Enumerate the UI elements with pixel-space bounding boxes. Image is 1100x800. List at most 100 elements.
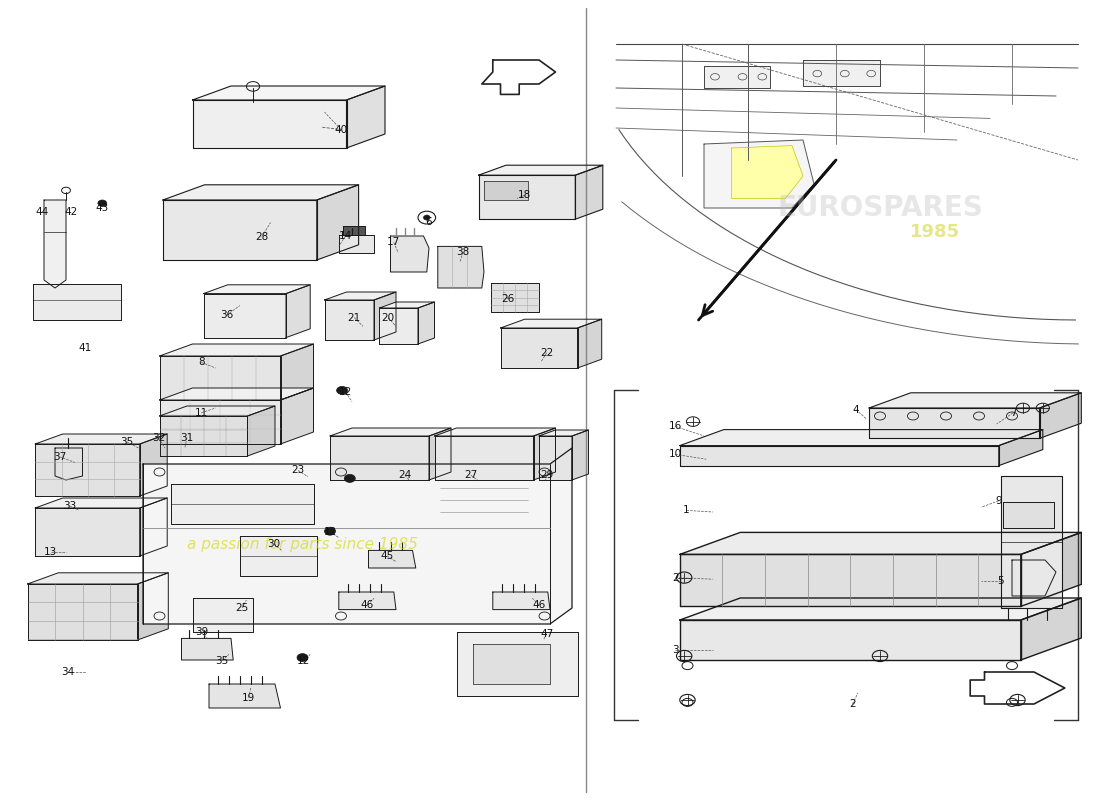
- Text: 45: 45: [381, 551, 394, 561]
- Polygon shape: [35, 444, 140, 496]
- Polygon shape: [732, 146, 803, 198]
- Text: a passion for parts since 1985: a passion for parts since 1985: [187, 537, 418, 551]
- Text: 17: 17: [387, 238, 400, 247]
- Polygon shape: [539, 430, 588, 436]
- Circle shape: [324, 527, 336, 535]
- Polygon shape: [138, 573, 168, 640]
- Polygon shape: [192, 86, 385, 100]
- Text: 21: 21: [348, 313, 361, 322]
- Text: 44: 44: [35, 207, 48, 217]
- Polygon shape: [680, 446, 999, 466]
- Text: 10: 10: [669, 450, 682, 459]
- Polygon shape: [35, 434, 167, 444]
- Polygon shape: [163, 200, 317, 260]
- Text: 30: 30: [267, 539, 280, 549]
- Polygon shape: [324, 300, 374, 340]
- Polygon shape: [680, 533, 1081, 554]
- Polygon shape: [280, 388, 314, 444]
- Polygon shape: [534, 428, 556, 480]
- Text: 46: 46: [532, 600, 546, 610]
- Text: 27: 27: [464, 470, 477, 480]
- Polygon shape: [209, 684, 280, 708]
- Text: 41: 41: [78, 343, 91, 353]
- Polygon shape: [317, 185, 359, 260]
- Text: 13: 13: [44, 547, 57, 557]
- Polygon shape: [143, 448, 572, 624]
- Polygon shape: [160, 344, 314, 356]
- Text: 1985: 1985: [910, 223, 960, 241]
- Text: EUROSPARES: EUROSPARES: [777, 194, 983, 222]
- Polygon shape: [491, 283, 539, 312]
- Polygon shape: [578, 319, 602, 368]
- Text: 39: 39: [195, 627, 208, 637]
- Text: 4: 4: [852, 405, 859, 414]
- Text: 37: 37: [53, 452, 66, 462]
- Polygon shape: [280, 344, 314, 400]
- Polygon shape: [140, 434, 167, 496]
- Polygon shape: [869, 393, 1081, 408]
- Polygon shape: [500, 328, 578, 368]
- Polygon shape: [680, 598, 1081, 620]
- Polygon shape: [500, 319, 602, 328]
- Polygon shape: [1012, 560, 1056, 596]
- Text: 46: 46: [361, 600, 374, 610]
- Text: 16: 16: [669, 422, 682, 431]
- Circle shape: [337, 386, 348, 394]
- Polygon shape: [680, 430, 1043, 446]
- Polygon shape: [456, 632, 578, 696]
- Polygon shape: [346, 86, 385, 148]
- Text: 43: 43: [96, 203, 109, 213]
- Polygon shape: [704, 140, 814, 208]
- Polygon shape: [324, 292, 396, 300]
- Text: 33: 33: [63, 501, 76, 510]
- Text: 22: 22: [540, 348, 553, 358]
- Polygon shape: [680, 620, 1021, 660]
- Text: 11: 11: [195, 408, 208, 418]
- Text: 36: 36: [220, 310, 233, 320]
- Polygon shape: [379, 302, 434, 308]
- Polygon shape: [429, 428, 451, 480]
- Polygon shape: [240, 536, 317, 576]
- Text: 38: 38: [456, 247, 470, 257]
- Circle shape: [98, 200, 107, 206]
- Text: 18: 18: [518, 190, 531, 200]
- Polygon shape: [869, 408, 1040, 438]
- Polygon shape: [33, 284, 121, 320]
- Polygon shape: [418, 302, 434, 344]
- Polygon shape: [35, 508, 140, 556]
- Polygon shape: [28, 573, 168, 584]
- Polygon shape: [182, 638, 233, 660]
- Polygon shape: [390, 236, 429, 272]
- Text: 32: 32: [152, 433, 165, 442]
- Polygon shape: [160, 356, 280, 400]
- Text: 3: 3: [672, 645, 679, 654]
- Text: 2: 2: [672, 573, 679, 582]
- Polygon shape: [204, 285, 310, 294]
- Polygon shape: [999, 430, 1043, 466]
- Polygon shape: [575, 166, 603, 219]
- Circle shape: [344, 474, 355, 482]
- Polygon shape: [1021, 533, 1081, 606]
- Text: 9: 9: [996, 496, 1002, 506]
- Polygon shape: [478, 166, 603, 175]
- Polygon shape: [44, 200, 66, 288]
- Polygon shape: [192, 598, 253, 632]
- Polygon shape: [374, 292, 396, 340]
- Text: 14: 14: [339, 231, 352, 241]
- Polygon shape: [434, 436, 534, 480]
- Polygon shape: [330, 428, 451, 436]
- Polygon shape: [339, 592, 396, 610]
- Text: 35: 35: [216, 656, 229, 666]
- Polygon shape: [482, 60, 556, 94]
- Polygon shape: [140, 498, 167, 556]
- Polygon shape: [484, 181, 528, 200]
- Polygon shape: [704, 66, 770, 88]
- Polygon shape: [1021, 598, 1081, 660]
- Polygon shape: [1001, 476, 1062, 608]
- Polygon shape: [343, 226, 365, 235]
- Polygon shape: [339, 235, 374, 253]
- Text: 23: 23: [292, 466, 305, 475]
- Text: 20: 20: [382, 313, 395, 322]
- Polygon shape: [192, 100, 346, 148]
- Polygon shape: [680, 554, 1021, 606]
